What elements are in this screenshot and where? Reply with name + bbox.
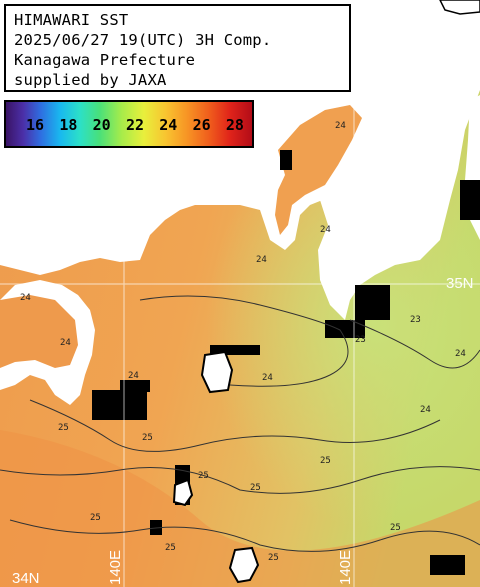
isotherm-labels: 24 24 24 23 23 24 24 25 25 25 25 25 24 2… xyxy=(20,121,466,563)
svg-text:24: 24 xyxy=(455,349,466,359)
scale-tick: 20 xyxy=(92,116,111,134)
svg-text:25: 25 xyxy=(320,456,331,466)
color-scale-labels: 16 18 20 22 24 26 28 xyxy=(26,116,244,134)
svg-text:23: 23 xyxy=(410,315,421,325)
svg-text:25: 25 xyxy=(268,553,279,563)
scale-tick: 18 xyxy=(59,116,78,134)
bay-water xyxy=(275,105,362,235)
svg-text:24: 24 xyxy=(60,338,71,348)
region-name: Kanagawa Prefecture xyxy=(14,51,196,69)
scale-tick: 16 xyxy=(26,116,45,134)
svg-text:24: 24 xyxy=(256,255,267,265)
svg-text:24: 24 xyxy=(128,371,139,381)
attribution: supplied by JAXA xyxy=(14,71,167,89)
scale-tick: 26 xyxy=(192,116,211,134)
svg-text:25: 25 xyxy=(250,483,261,493)
scale-tick: 22 xyxy=(125,116,144,134)
svg-text:25: 25 xyxy=(90,513,101,523)
color-scale: 16 18 20 22 24 26 28 xyxy=(4,100,254,148)
title-box: HIMAWARI SST 2025/06/27 19(UTC) 3H Comp.… xyxy=(4,4,351,92)
missing-data xyxy=(92,60,480,575)
svg-text:24: 24 xyxy=(335,121,346,131)
svg-text:24: 24 xyxy=(420,405,431,415)
lat-label-34n: 34N xyxy=(12,570,40,587)
scale-tick: 28 xyxy=(225,116,244,134)
timestamp: 2025/06/27 19(UTC) 3H Comp. xyxy=(14,31,272,49)
svg-text:24: 24 xyxy=(320,225,331,235)
svg-text:24: 24 xyxy=(20,293,31,303)
svg-text:25: 25 xyxy=(142,433,153,443)
isotherm-lines xyxy=(0,295,480,552)
svg-text:23: 23 xyxy=(355,335,366,345)
sea-west-inlet xyxy=(0,295,78,368)
land-top-right xyxy=(439,0,480,15)
product-title: HIMAWARI SST xyxy=(14,11,129,29)
svg-text:24: 24 xyxy=(262,373,273,383)
warm-southern-water xyxy=(0,430,480,587)
svg-text:25: 25 xyxy=(198,471,209,481)
lat-label-35n: 35N xyxy=(446,275,474,292)
svg-text:25: 25 xyxy=(58,423,69,433)
lon-label-east: 140E xyxy=(337,550,354,585)
scale-tick: 24 xyxy=(159,116,178,134)
svg-text:25: 25 xyxy=(390,523,401,533)
lon-label-west: 140E xyxy=(107,550,124,585)
svg-text:25: 25 xyxy=(165,543,176,553)
small-islands xyxy=(172,350,260,584)
